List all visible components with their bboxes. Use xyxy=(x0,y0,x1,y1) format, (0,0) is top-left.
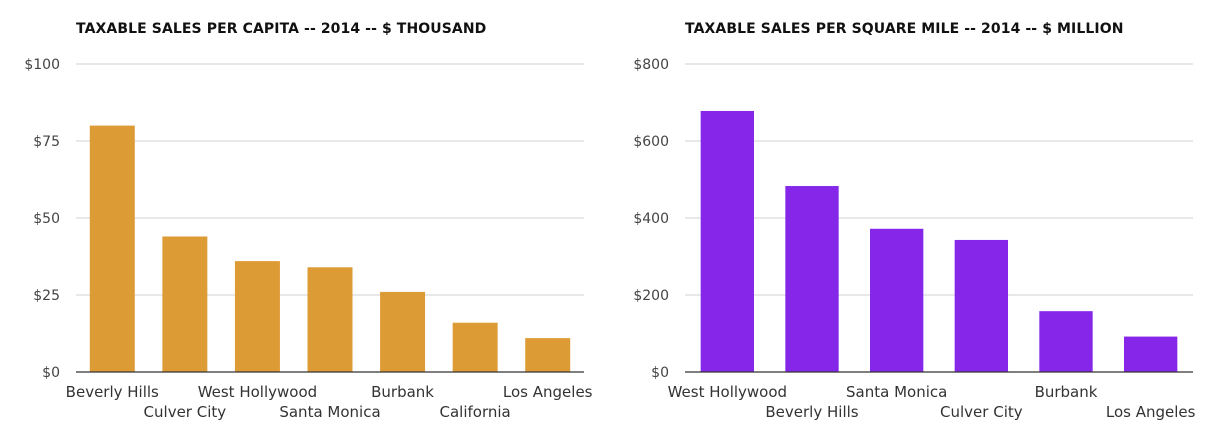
bar-chart-per-square-mile: $0 $200 $400 $600 $800 West Hollywood Beverly … xyxy=(633,57,1196,421)
bar xyxy=(1039,311,1093,372)
y-tick-label: $400 xyxy=(633,211,669,227)
bar-chart-per-capita: $0 $25 $50 $75 $100 Beverly Hills Culver City W… xyxy=(24,57,593,421)
y-tick-label: $600 xyxy=(633,134,669,150)
x-category-label: Beverly Hills xyxy=(765,403,858,421)
bar xyxy=(954,239,1009,372)
x-category-label: Burbank xyxy=(1035,383,1098,401)
y-tick-label: $25 xyxy=(33,288,60,304)
x-category-label: West Hollywood xyxy=(198,383,317,401)
y-tick-label: $50 xyxy=(33,211,60,227)
y-tick-label: $0 xyxy=(42,365,60,381)
bar xyxy=(525,338,571,372)
x-category-label: Burbank xyxy=(371,383,434,401)
chart-per-square-mile: TAXABLE SALES PER SQUARE MILE -- 2014 --… xyxy=(610,0,1218,440)
bar xyxy=(1123,336,1178,372)
bar xyxy=(700,110,755,372)
x-category-label: Culver City xyxy=(144,403,227,421)
chart-title: TAXABLE SALES PER CAPITA -- 2014 -- $ TH… xyxy=(76,21,487,37)
x-category-label: Culver City xyxy=(940,403,1023,421)
bar xyxy=(307,267,353,372)
bar xyxy=(869,228,924,372)
x-category-label: Los Angeles xyxy=(503,383,593,401)
bar xyxy=(452,322,498,372)
y-tick-label: $75 xyxy=(33,134,60,150)
bar xyxy=(89,125,135,372)
x-category-label: Santa Monica xyxy=(279,403,380,421)
y-tick-label: $0 xyxy=(651,365,669,381)
y-tick-label: $100 xyxy=(24,57,60,73)
x-category-label: Los Angeles xyxy=(1106,403,1196,421)
x-category-label: Santa Monica xyxy=(846,383,947,401)
chart-per-capita: TAXABLE SALES PER CAPITA -- 2014 -- $ TH… xyxy=(0,0,600,440)
bar xyxy=(785,186,839,372)
x-category-label: California xyxy=(440,403,511,421)
x-category-label: Beverly Hills xyxy=(66,383,159,401)
chart-title: TAXABLE SALES PER SQUARE MILE -- 2014 --… xyxy=(685,21,1124,37)
bar xyxy=(234,261,280,372)
y-tick-label: $200 xyxy=(633,288,669,304)
bar xyxy=(380,291,426,372)
y-tick-label: $800 xyxy=(633,57,669,73)
x-category-label: West Hollywood xyxy=(668,383,787,401)
bar xyxy=(162,236,208,372)
